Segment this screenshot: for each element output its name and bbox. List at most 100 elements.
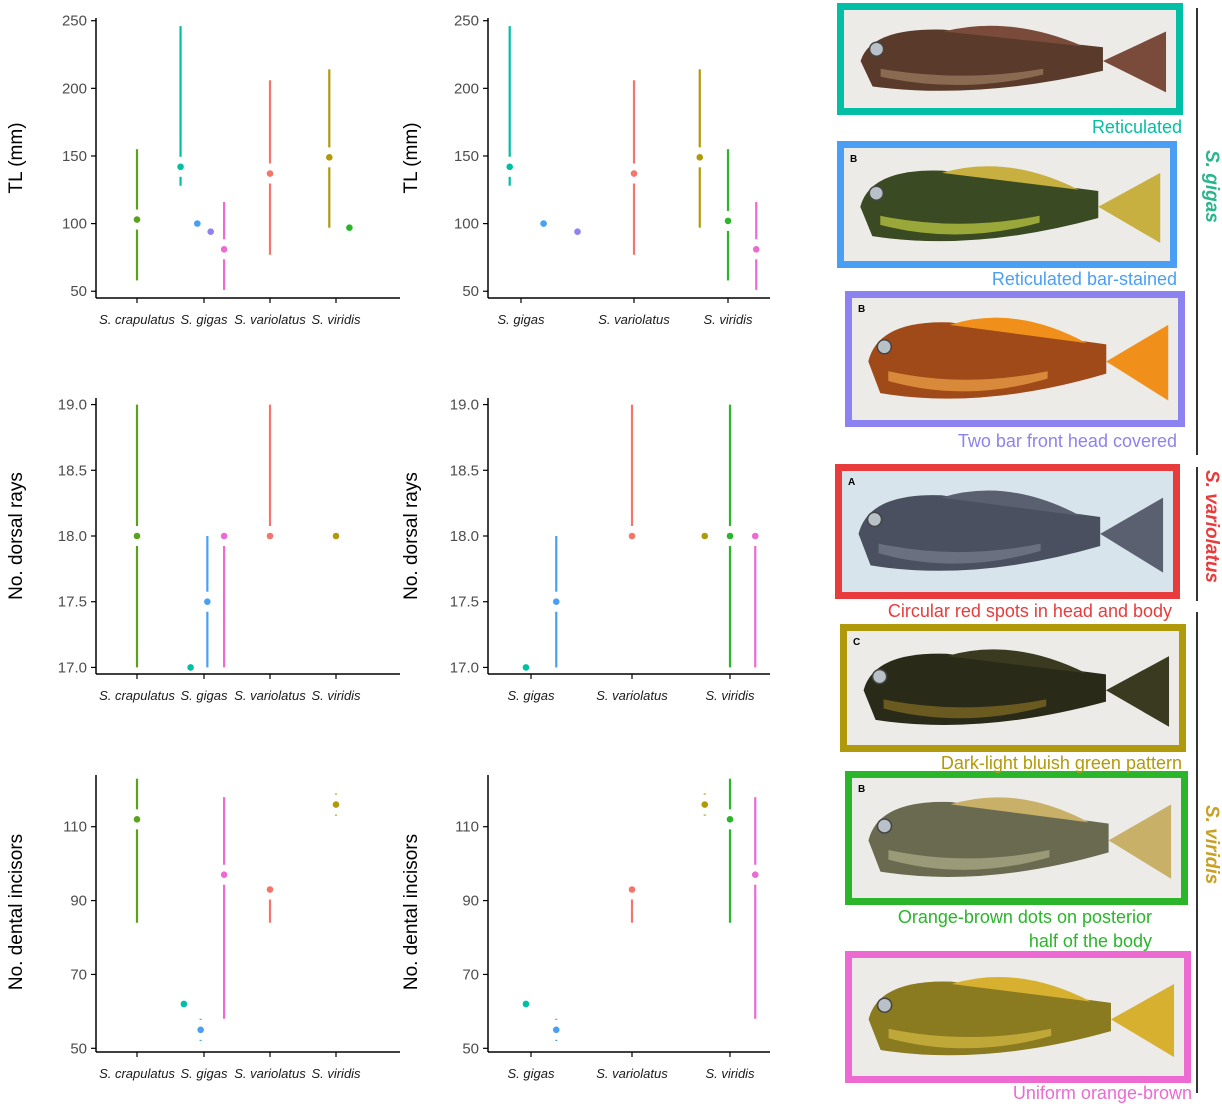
median-point: [522, 1000, 530, 1008]
x-tick-label: S. viridis: [705, 1066, 755, 1081]
species-label-gigas: S. gigas: [1201, 150, 1222, 223]
fish-picture: B: [852, 298, 1178, 420]
photo-label-uniform-orange-brown: Uniform orange-brown: [1012, 1083, 1192, 1103]
median-point: [220, 871, 228, 879]
x-tick-label: S. variolatus: [596, 1066, 668, 1081]
x-tick-label: S. variolatus: [596, 688, 668, 703]
photo-label-reticulated-bar-stained: Reticulated bar-stained: [991, 269, 1177, 289]
y-tick-label: 110: [63, 819, 87, 836]
y-tick-label: 18.5: [58, 462, 87, 479]
median-point: [133, 532, 141, 540]
x-tick-label: S. variolatus: [598, 312, 670, 327]
y-tick-label: 150: [62, 148, 87, 165]
y-axis-label: TL (mm): [401, 122, 422, 193]
median-point: [726, 532, 734, 540]
y-tick-label: 18.0: [450, 528, 479, 545]
y-tick-label: 18.5: [450, 462, 479, 479]
chart-panel-TL-all: 50 100 150 200 250 S. crapulatus S. gigas S. va…: [6, 13, 400, 327]
median-point: [552, 1026, 560, 1034]
y-tick-label: 50: [70, 1040, 87, 1057]
x-tick-label: S. gigas: [498, 312, 545, 327]
photo-label-two-bar: Two bar front head covered: [957, 431, 1177, 451]
y-axis-label: No. dorsal rays: [6, 472, 27, 600]
fish-picture: [852, 958, 1184, 1076]
photo-orange-brown-dots: B: [845, 771, 1188, 905]
median-point: [197, 1026, 204, 1034]
fish-picture: A: [842, 471, 1173, 592]
median-point: [266, 532, 274, 540]
y-axis-label: TL (mm): [6, 122, 27, 193]
svg-text:C: C: [853, 637, 860, 648]
x-tick-label: S. variolatus: [234, 1066, 306, 1081]
y-tick-label: 250: [62, 13, 87, 30]
photo-dark-light-bluish-green: C: [840, 624, 1186, 752]
y-tick-label: 50: [70, 283, 87, 300]
x-tick-label: S. crapulatus: [99, 688, 175, 703]
median-point: [204, 598, 211, 606]
chart-panel-incisors-three: 50 70 90 110 S. gigas S. variolatus S. viridis…: [401, 775, 770, 1081]
y-tick-label: 18.0: [58, 528, 87, 545]
median-point: [751, 532, 759, 540]
median-point: [701, 532, 709, 540]
photo-label-reticulated: Reticulated: [1091, 117, 1182, 137]
fish-picture: B: [844, 148, 1170, 261]
median-point: [133, 816, 141, 823]
median-point: [552, 598, 560, 606]
x-tick-label: S. viridis: [705, 688, 755, 703]
median-point: [187, 664, 194, 671]
fish-picture: B: [852, 778, 1181, 898]
y-tick-label: 100: [454, 216, 479, 233]
median-point: [332, 801, 340, 808]
svg-text:B: B: [858, 304, 865, 315]
y-tick-label: 19.0: [450, 397, 479, 414]
photo-uniform-orange-brown: [845, 951, 1191, 1083]
median-point: [207, 228, 214, 236]
svg-text:B: B: [858, 784, 865, 795]
y-tick-label: 17.5: [58, 594, 87, 611]
median-point: [752, 246, 760, 253]
y-axis-label: No. dorsal rays: [401, 472, 422, 600]
x-tick-label: S. gigas: [181, 312, 228, 327]
y-axis-label: No. dental incisors: [401, 834, 422, 990]
y-tick-label: 100: [62, 216, 87, 233]
species-label-variolatus: S. variolatus: [1201, 470, 1222, 583]
fish-picture: [844, 10, 1176, 108]
photo-label-circular-red-spots: Circular red spots in head and body: [887, 601, 1172, 621]
y-tick-label: 110: [455, 819, 479, 836]
y-tick-label: 200: [62, 80, 87, 97]
photo-label-orange-brown-dots-line1: Orange-brown dots on posterior: [897, 907, 1152, 927]
median-point: [540, 220, 547, 227]
gigas-bracket-line: [1196, 8, 1198, 455]
chart-panel-incisors-all: 50 70 90 110 S. crapulatus S. gigas S. variola…: [6, 775, 400, 1081]
svg-text:B: B: [850, 154, 857, 165]
y-tick-label: 90: [462, 893, 479, 910]
x-tick-label: S. gigas: [508, 1066, 555, 1081]
median-point: [696, 154, 704, 161]
y-tick-label: 17.0: [450, 659, 479, 676]
x-tick-label: S. variolatus: [234, 312, 306, 327]
x-tick-label: S. gigas: [508, 688, 555, 703]
x-tick-label: S. viridis: [703, 312, 753, 327]
y-tick-label: 17.0: [58, 659, 87, 676]
photo-label-orange-brown-dots-line2: half of the body: [1028, 931, 1152, 951]
x-tick-label: S. viridis: [311, 1066, 361, 1081]
y-tick-label: 200: [454, 80, 479, 97]
x-tick-label: S. gigas: [181, 1066, 228, 1081]
median-point: [726, 816, 734, 823]
x-tick-label: S. crapulatus: [99, 1066, 175, 1081]
median-point: [194, 220, 201, 227]
x-tick-label: S. viridis: [311, 688, 361, 703]
median-point: [701, 801, 709, 808]
y-tick-label: 70: [462, 966, 479, 983]
variolatus-bracket-line: [1196, 467, 1198, 601]
fish-picture: C: [847, 631, 1179, 745]
y-tick-label: 70: [70, 966, 87, 983]
median-point: [628, 532, 636, 540]
x-tick-label: S. gigas: [181, 688, 228, 703]
y-tick-label: 250: [454, 13, 479, 30]
species-label-viridis: S. viridis: [1201, 805, 1222, 885]
x-tick-label: S. viridis: [311, 312, 361, 327]
chart-panel-TL-three: 50 100 150 200 250 S. gigas S. variolatus S. vi…: [401, 13, 770, 327]
y-axis-label: No. dental incisors: [6, 834, 27, 990]
